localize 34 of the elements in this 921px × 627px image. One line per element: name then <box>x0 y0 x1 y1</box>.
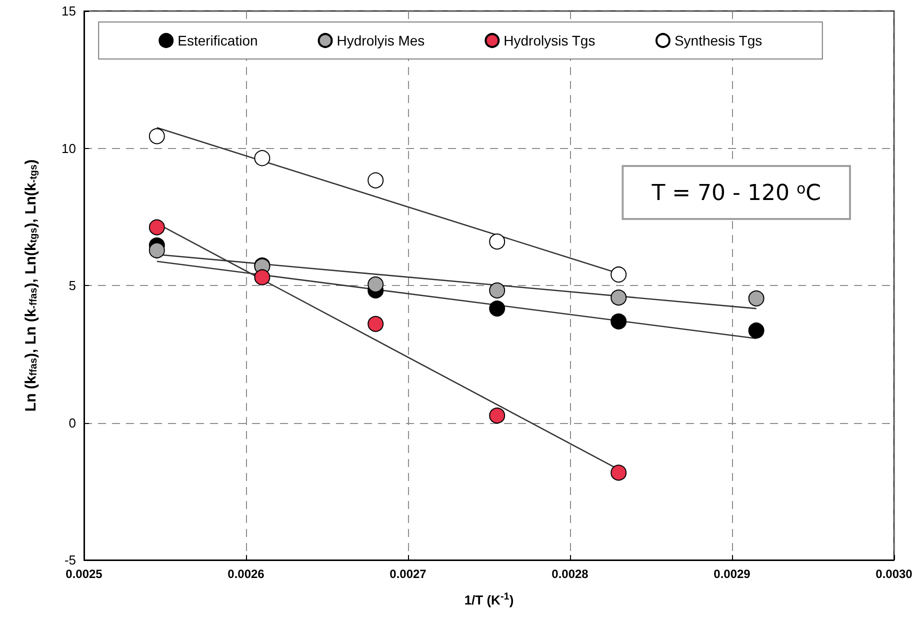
point <box>368 276 384 292</box>
legend-label: Esterification <box>178 32 258 48</box>
point <box>254 269 270 286</box>
point <box>489 300 506 317</box>
point <box>610 266 627 283</box>
point <box>148 219 165 236</box>
y-tick-label: 0 <box>68 415 76 430</box>
point <box>368 172 384 188</box>
point <box>368 316 384 332</box>
legend-label: Hydrolysis Tgs <box>504 32 596 48</box>
point <box>489 408 506 424</box>
point <box>148 242 165 258</box>
legend-label: Hydrolyis Mes <box>336 32 425 48</box>
point <box>610 313 627 330</box>
point <box>610 464 627 481</box>
x-tick-label: 0.0029 <box>714 567 751 581</box>
text: Ln (kffas), Ln (k-ffas), Ln(ktgs), Ln(k-tgs) <box>22 159 40 412</box>
x-tick-label: 0.0030 <box>876 567 913 581</box>
point <box>489 282 506 298</box>
x-tick-label: 0.0028 <box>552 567 589 581</box>
point <box>489 234 506 250</box>
y-tick-label: 15 <box>62 4 76 18</box>
point <box>254 150 270 166</box>
point <box>748 290 764 306</box>
y-tick-label: -5 <box>64 552 76 568</box>
x-tick-label: 0.0026 <box>228 567 265 581</box>
y-tick-label: 5 <box>68 278 76 293</box>
x-tick-label: 0.0027 <box>390 567 427 581</box>
point <box>610 290 627 306</box>
point <box>748 322 764 339</box>
legend-label: Synthesis Tgs <box>674 32 762 48</box>
point <box>148 128 165 144</box>
y-tick-label: 10 <box>62 140 76 156</box>
x-tick-label: 0.0025 <box>66 567 103 581</box>
